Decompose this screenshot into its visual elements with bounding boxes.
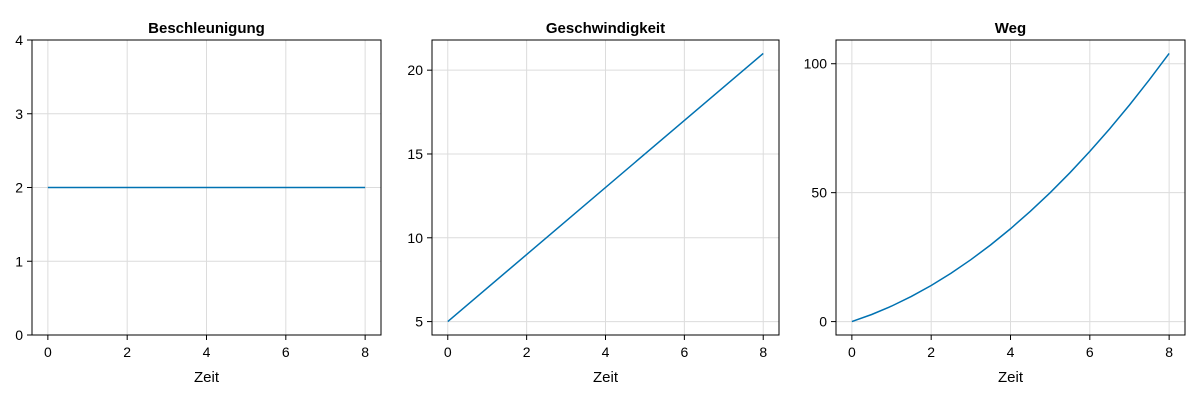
y-tick-label: 3 (15, 106, 23, 122)
chart-title: Weg (995, 20, 1026, 37)
x-tick-label: 4 (1007, 344, 1015, 360)
chart-title: Beschleunigung (148, 20, 265, 37)
x-axis-label: Zeit (998, 369, 1024, 386)
chart-panel-3: 0 2 4 6 8 0 50 100 Weg Zeit (804, 20, 1186, 386)
y-tick-label: 1 (15, 253, 23, 269)
x-tick-label: 0 (44, 344, 52, 360)
x-axis-label: Zeit (194, 369, 220, 386)
x-tick-label: 8 (361, 344, 369, 360)
y-tick-label: 10 (407, 230, 423, 246)
x-tick-label: 2 (927, 344, 935, 360)
y-tick-label: 100 (804, 56, 828, 72)
x-tick-label: 6 (282, 344, 290, 360)
series-line (447, 52, 764, 323)
x-tick-label: 2 (123, 344, 131, 360)
y-tick-label: 2 (15, 180, 23, 196)
x-tick-label: 0 (444, 344, 452, 360)
x-tick-label: 6 (1086, 344, 1094, 360)
chart-title: Geschwindigkeit (546, 20, 665, 37)
y-tick-label: 4 (15, 32, 23, 48)
y-tick-label: 15 (407, 146, 423, 162)
x-tick-label: 8 (759, 344, 767, 360)
x-tick-label: 4 (203, 344, 211, 360)
x-tick-label: 0 (848, 344, 856, 360)
x-tick-label: 6 (680, 344, 688, 360)
series-line (851, 52, 1170, 323)
chart-panel-2: 0 2 4 6 8 5 10 15 20 Geschwindigkeit Zeit (407, 20, 780, 386)
x-axis-label: Zeit (593, 369, 619, 386)
y-tick-label: 20 (407, 62, 423, 78)
y-tick-label: 5 (415, 314, 423, 330)
x-tick-label: 8 (1165, 344, 1173, 360)
y-tick-label: 0 (819, 314, 827, 330)
y-tick-label: 0 (15, 327, 23, 343)
y-tick-label: 50 (811, 185, 827, 201)
chart-panel-1: 0 2 4 6 8 0 1 2 3 4 Beschleunigung Zeit (15, 20, 382, 386)
x-tick-label: 2 (523, 344, 531, 360)
x-tick-label: 4 (602, 344, 610, 360)
